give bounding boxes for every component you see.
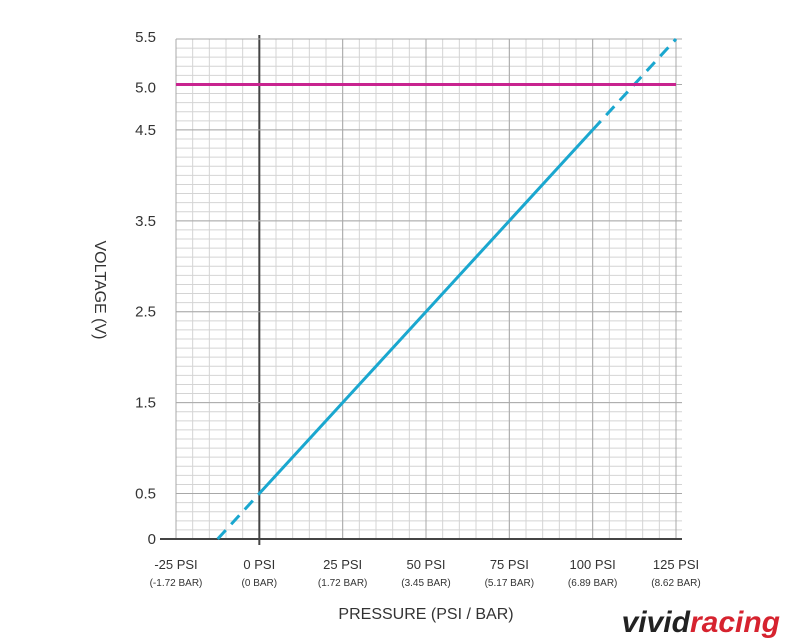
- watermark-part-1: vivid: [622, 606, 691, 639]
- x-tick-label: -25 PSI: [154, 557, 197, 572]
- x-tick-sublabel: (-1.72 BAR): [150, 578, 203, 589]
- y-tick-label: 5.0: [135, 79, 156, 96]
- x-tick-sublabel: (0 BAR): [242, 578, 278, 589]
- x-tick-sublabel: (1.72 BAR): [318, 578, 367, 589]
- x-tick-sublabel: (6.89 BAR): [568, 578, 617, 589]
- x-tick-label: 75 PSI: [490, 557, 529, 572]
- y-tick-label: 5.5: [135, 29, 156, 46]
- y-tick-labels: 0 0.5 1.5 2.5 3.5 4.5 5.0 5.5: [135, 29, 156, 548]
- series-line-2: [216, 492, 261, 541]
- x-tick-sublabel: (5.17 BAR): [485, 578, 534, 589]
- watermark-logo: vividracing: [622, 606, 780, 639]
- y-tick-label: 3.5: [135, 213, 156, 230]
- series-layer: [176, 37, 678, 541]
- watermark-part-2: racing: [690, 606, 780, 639]
- y-tick-label: 0: [148, 531, 156, 548]
- y-tick-label: 1.5: [135, 395, 156, 412]
- series-line-1: [258, 128, 594, 495]
- y-axis-label: VOLTAGE (V): [91, 241, 108, 340]
- x-tick-sublabel: (8.62 BAR): [651, 578, 700, 589]
- x-tick-label: 100 PSI: [570, 557, 616, 572]
- x-axis-label: PRESSURE (PSI / BAR): [338, 606, 513, 623]
- x-tick-label: 25 PSI: [323, 557, 362, 572]
- y-tick-label: 2.5: [135, 304, 156, 321]
- x-tick-labels: -25 PSI (-1.72 BAR) 0 PSI (0 BAR) 25 PSI (1.7…: [150, 557, 701, 589]
- x-tick-label: 0 PSI: [243, 557, 275, 572]
- y-tick-label: 0.5: [135, 486, 156, 503]
- x-tick-label: 125 PSI: [653, 557, 699, 572]
- x-tick-label: 50 PSI: [406, 557, 445, 572]
- y-tick-label: 4.5: [135, 122, 156, 139]
- x-tick-sublabel: (3.45 BAR): [401, 578, 450, 589]
